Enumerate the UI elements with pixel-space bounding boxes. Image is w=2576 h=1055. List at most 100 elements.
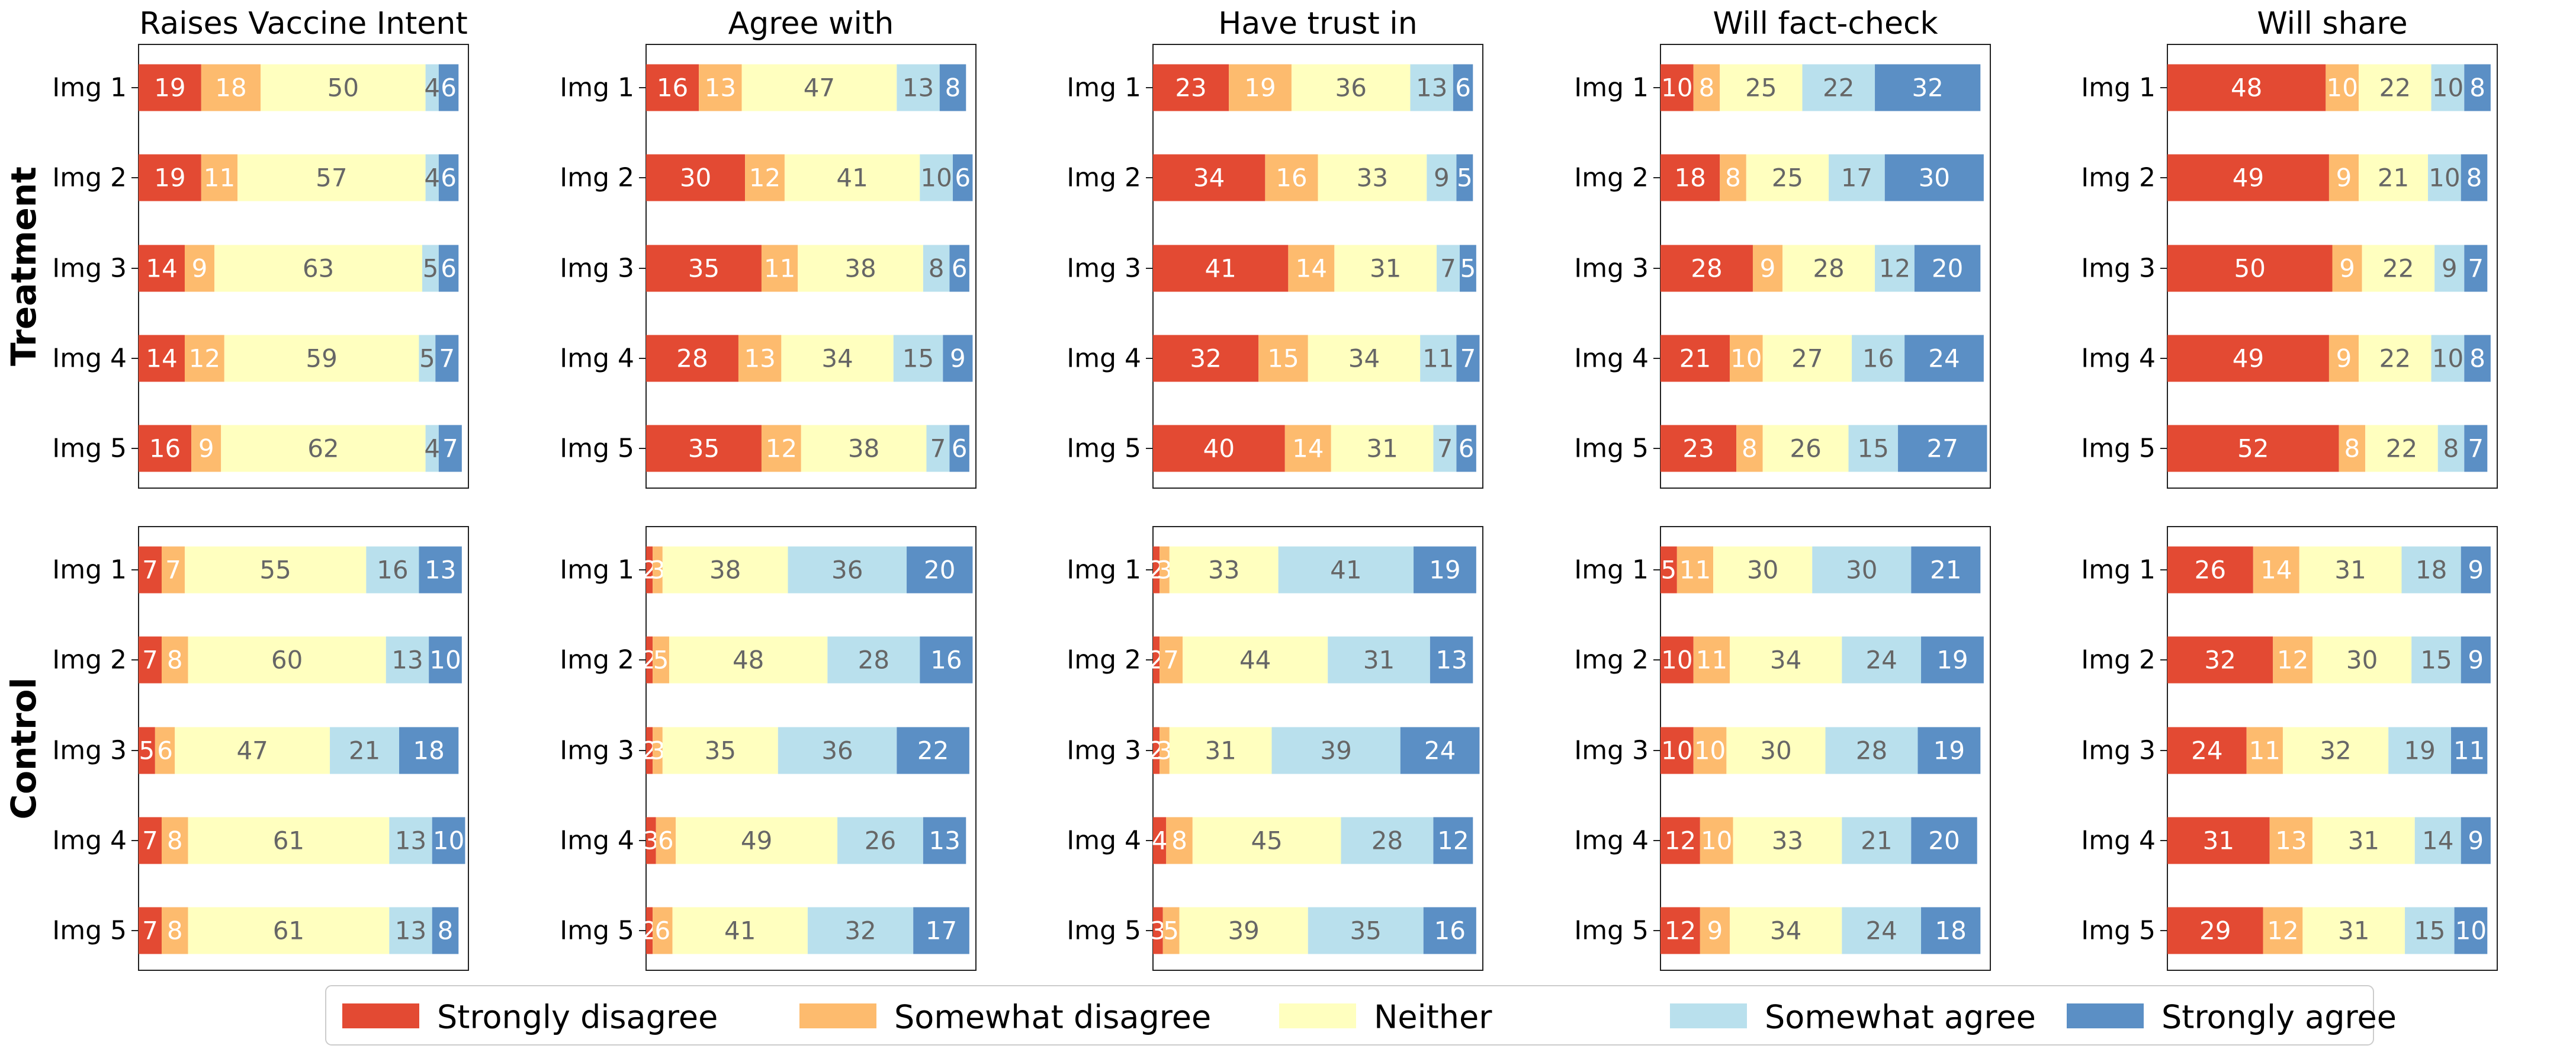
treatment-panel-2-data-label-img-2-strongly-agree: 6	[955, 163, 971, 193]
control-panel-1-bar-img-4-neither	[188, 817, 390, 864]
control-panel-2-data-label-img-3-somewhat-agree: 36	[821, 736, 853, 765]
treatment-panel-3-data-label-img-3-somewhat-agree: 7	[1440, 254, 1456, 283]
control-panel-1-bar-img-3-neither	[175, 727, 330, 774]
control-panel-1-data-label-img-5-somewhat-disagree: 8	[167, 916, 183, 945]
treatment-panel-3-bar-img-4-strongly-agree	[1456, 335, 1480, 382]
control-panel-5-data-label-img-3-strongly-agree: 11	[2453, 736, 2485, 765]
treatment-panel-5-bar-img-4-strongly-disagree	[2167, 335, 2329, 382]
control-panel-1-bar-img-5-somewhat-disagree	[161, 907, 188, 954]
control-panel-4-bar-img-3-strongly-agree	[1917, 727, 1981, 774]
treatment-panel-2-tick-label-img-1: Img 1	[560, 73, 634, 103]
treatment-panel-2-bar-img-1-neither	[741, 64, 897, 111]
control-panel-4-data-label-img-5-neither: 34	[1770, 916, 1801, 945]
treatment-panel-1-data-label-img-4-strongly-agree: 7	[439, 344, 455, 373]
control-panel-3-data-label-img-1-somewhat-agree: 41	[1330, 556, 1361, 585]
treatment-panel-5-data-label-img-2-strongly-disagree: 49	[2233, 163, 2264, 193]
treatment-panel-1-data-label-img-1-strongly-agree: 6	[441, 73, 457, 102]
control-panel-5-bar-img-4-somewhat-disagree	[2269, 817, 2313, 864]
treatment-panel-1-data-label-img-1-strongly-disagree: 19	[154, 73, 185, 102]
control-panel-1-bar-img-4-somewhat-agree	[389, 817, 432, 864]
treatment-panel-1-data-label-img-3-strongly-disagree: 14	[146, 254, 177, 283]
treatment-panel-2-data-label-img-2-somewhat-disagree: 12	[749, 163, 780, 193]
treatment-panel-3-data-label-img-2-strongly-agree: 5	[1457, 163, 1473, 193]
control-panel-3-tick-label-img-5: Img 5	[1067, 916, 1141, 946]
control-panel-2-bar-img-5-strongly-disagree	[646, 907, 653, 954]
control-panel-1-data-label-img-5-somewhat-agree: 13	[395, 916, 426, 945]
treatment-panel-2-bar-img-2-somewhat-disagree	[745, 154, 785, 201]
treatment-panel-2-data-label-img-1-neither: 47	[804, 73, 835, 102]
control-panel-1-bar-img-1-neither	[184, 546, 367, 594]
treatment-panel-4-data-label-img-4-strongly-disagree: 21	[1679, 344, 1711, 373]
treatment-panel-1-data-label-img-2-strongly-disagree: 19	[154, 163, 185, 193]
control-panel-1-data-label-img-4-strongly-disagree: 7	[142, 826, 158, 855]
control-panel-1-bar-img-1-strongly-disagree	[139, 546, 162, 594]
treatment-panel-5-bar-img-3-strongly-agree	[2464, 245, 2488, 292]
control-panel-3-data-label-img-4-somewhat-agree: 28	[1371, 826, 1403, 855]
treatment-panel-3-tick-label-img-3: Img 3	[1067, 254, 1141, 284]
control-panel-1-data-label-img-2-somewhat-disagree: 8	[167, 646, 183, 675]
treatment-panel-1-data-label-img-5-strongly-disagree: 16	[149, 434, 181, 463]
control-panel-5-data-label-img-3-neither: 32	[2320, 736, 2351, 765]
treatment-panel-2-data-label-img-5-strongly-disagree: 35	[688, 434, 720, 463]
treatment-panel-5-data-label-img-1-strongly-agree: 8	[2469, 73, 2485, 102]
treatment-panel-1-bar-img-1-strongly-agree	[438, 64, 459, 111]
control-panel-4-bar-img-2-somewhat-agree	[1842, 636, 1922, 684]
treatment-panel-4-data-label-img-4-neither: 27	[1791, 344, 1823, 373]
treatment-panel-3-bar-img-1-strongly-agree	[1453, 64, 1473, 111]
control-panel-4-tick-label-img-3: Img 3	[1574, 736, 1649, 766]
control-panel-1-data-label-img-1-somewhat-disagree: 7	[165, 556, 181, 585]
control-panel-1-data-label-img-1-strongly-agree: 13	[425, 556, 456, 585]
treatment-panel-4-data-label-img-1-somewhat-agree: 22	[1823, 73, 1854, 102]
control-panel-2-bar-img-3-neither	[662, 727, 778, 774]
control-panel-5-bar-img-5-strongly-disagree	[2167, 907, 2263, 954]
treatment-panel-4-bar-img-3-somewhat-disagree	[1752, 245, 1783, 292]
treatment-panel-3-bar-img-3-strongly-disagree	[1153, 245, 1289, 292]
treatment-panel-3-bar-img-2-somewhat-disagree	[1265, 154, 1318, 201]
treatment-panel-1-bar-img-4-strongly-disagree	[139, 335, 185, 382]
treatment-panel-1-bar-img-1-somewhat-disagree	[201, 64, 261, 111]
treatment-panel-5-tick-label-img-2: Img 2	[2081, 163, 2156, 193]
control-panel-1-bar-img-2-somewhat-disagree	[161, 636, 188, 684]
treatment-panel-1-bar-img-5-somewhat-disagree	[191, 425, 221, 472]
control-panel-5-tick-label-img-5: Img 5	[2081, 916, 2156, 946]
control-panel-2-bar-img-4-somewhat-agree	[837, 817, 923, 864]
control-panel-4-tick-label-img-5: Img 5	[1574, 916, 1649, 946]
control-panel-4-data-label-img-2-neither: 34	[1770, 646, 1801, 675]
treatment-panel-3-bar-img-3-neither	[1334, 245, 1437, 292]
control-panel-4-bar-img-3-strongly-disagree	[1660, 727, 1694, 774]
control-panel-1-data-label-img-1-somewhat-agree: 16	[377, 556, 408, 585]
control-panel-3-bar-img-1-somewhat-disagree	[1159, 546, 1170, 594]
legend-swatch-somewhat-disagree	[799, 1003, 876, 1028]
treatment-panel-2-bar-img-4-somewhat-agree	[893, 335, 943, 382]
treatment-panel-2-data-label-img-1-strongly-agree: 8	[945, 73, 961, 102]
treatment-panel-2-bar-img-4-neither	[781, 335, 894, 382]
treatment-panel-5-tick-label-img-4: Img 4	[2081, 344, 2156, 374]
treatment-panel-3-bar-img-5-somewhat-agree	[1433, 425, 1457, 472]
treatment-panel-1-bar-img-1-strongly-disagree	[139, 64, 201, 111]
treatment-panel-3-data-label-img-1-somewhat-agree: 13	[1416, 73, 1447, 102]
treatment-panel-3-data-label-img-3-somewhat-disagree: 14	[1296, 254, 1327, 283]
control-panel-1-bar-img-1-somewhat-agree	[366, 546, 419, 594]
control-panel-5-data-label-img-5-neither: 31	[2338, 916, 2369, 945]
treatment-panel-5-bar-img-1-somewhat-disagree	[2326, 64, 2359, 111]
treatment-panel-5-data-label-img-2-strongly-agree: 8	[2466, 163, 2482, 193]
treatment-panel-1-bar-img-3-neither	[214, 245, 423, 292]
treatment-panel-4-data-label-img-5-somewhat-disagree: 8	[1742, 434, 1758, 463]
control-panel-5-bar-img-1-neither	[2299, 546, 2402, 594]
treatment-panel-4-bar-img-5-strongly-disagree	[1660, 425, 1737, 472]
treatment-panel-4-bar-img-4-strongly-agree	[1904, 335, 1984, 382]
control-panel-5-tick-label-img-2: Img 2	[2081, 645, 2156, 675]
control-panel-4-bar-img-2-strongly-agree	[1921, 636, 1984, 684]
control-panel-5-data-label-img-3-somewhat-agree: 19	[2404, 736, 2435, 765]
treatment-panel-5-data-label-img-2-neither: 21	[2378, 163, 2409, 193]
treatment-panel-1-bar-img-4-somewhat-disagree	[184, 335, 224, 382]
control-panel-3-data-label-img-2-neither: 44	[1239, 646, 1271, 675]
control-panel-3-bar-img-3-somewhat-disagree	[1159, 727, 1170, 774]
control-panel-2-tick-label-img-3: Img 3	[560, 736, 634, 766]
control-panel-1-data-label-img-2-neither: 60	[271, 646, 303, 675]
control-panel-3-bar-img-5-somewhat-disagree	[1162, 907, 1180, 954]
treatment-panel-3-data-label-img-5-strongly-agree: 6	[1459, 434, 1475, 463]
control-panel-1-bar-img-4-strongly-agree	[432, 817, 465, 864]
treatment-panel-1-tick-label-img-3: Img 3	[52, 254, 127, 284]
